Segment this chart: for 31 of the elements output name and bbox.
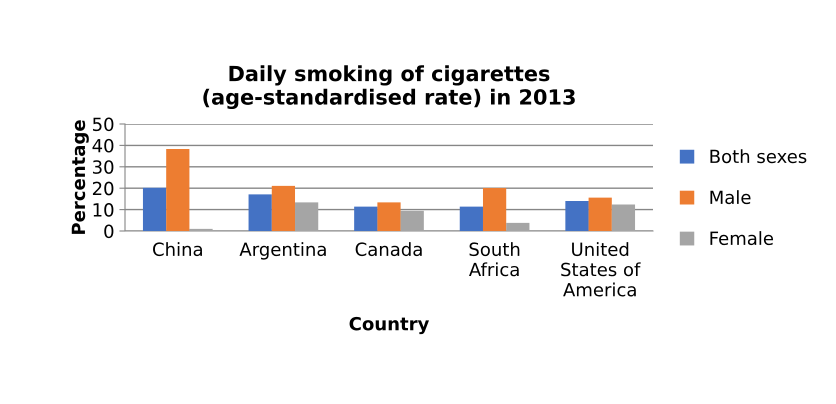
y-tick-label: 50 bbox=[93, 117, 114, 132]
bar bbox=[354, 206, 378, 231]
x-tick-label: South Africa bbox=[469, 242, 520, 276]
x-tick-label: China bbox=[153, 242, 202, 256]
y-tick-label: 10 bbox=[94, 203, 114, 217]
x-tick-label: Canada bbox=[356, 242, 422, 256]
bar bbox=[272, 186, 296, 231]
x-tick-label: Argentina bbox=[240, 242, 326, 260]
legend-label: Male bbox=[710, 190, 751, 204]
bar bbox=[142, 188, 166, 231]
y-tick-label: 0 bbox=[104, 224, 114, 238]
bar bbox=[166, 149, 190, 231]
bar bbox=[612, 204, 636, 231]
bar bbox=[482, 188, 506, 231]
bar bbox=[506, 222, 530, 231]
bar bbox=[295, 202, 318, 231]
y-tick-label: 20 bbox=[92, 182, 114, 196]
legend-label: Both sexes bbox=[710, 149, 806, 164]
bar bbox=[377, 202, 401, 231]
x-tick-label: United States of America bbox=[561, 242, 641, 297]
bar bbox=[248, 194, 272, 231]
y-tick-label: 30 bbox=[92, 160, 114, 174]
legend-label: Female bbox=[710, 231, 774, 246]
bar bbox=[400, 210, 424, 231]
bar bbox=[588, 198, 612, 231]
bar bbox=[565, 201, 589, 231]
y-axis-title: Percentage bbox=[72, 120, 89, 234]
y-tick-label: 40 bbox=[92, 138, 114, 153]
bar bbox=[460, 206, 483, 231]
x-axis-title: Country bbox=[350, 316, 430, 334]
chart-title: Daily smoking of cigarettes (age-standardised rate) in 2013 bbox=[203, 65, 575, 110]
